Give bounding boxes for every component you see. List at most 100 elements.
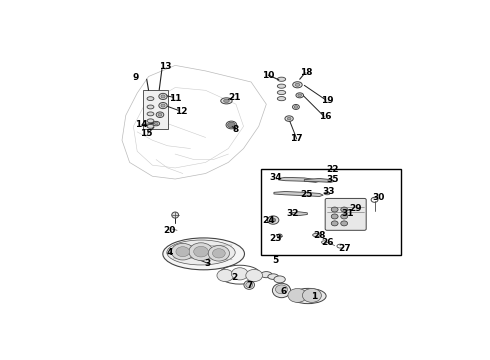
Ellipse shape xyxy=(313,233,320,237)
Bar xyxy=(261,169,401,255)
Polygon shape xyxy=(291,212,307,216)
Ellipse shape xyxy=(161,104,165,107)
Circle shape xyxy=(213,249,225,258)
Circle shape xyxy=(176,247,190,257)
Ellipse shape xyxy=(290,288,326,303)
Circle shape xyxy=(331,214,338,219)
Text: 25: 25 xyxy=(300,190,313,199)
Text: 6: 6 xyxy=(280,287,287,296)
Ellipse shape xyxy=(275,285,288,294)
Ellipse shape xyxy=(159,93,167,99)
Circle shape xyxy=(270,218,276,222)
Text: 20: 20 xyxy=(163,226,176,235)
Text: 1: 1 xyxy=(311,292,317,301)
Circle shape xyxy=(302,288,321,302)
Ellipse shape xyxy=(285,116,294,121)
Text: 35: 35 xyxy=(326,175,339,184)
Circle shape xyxy=(189,243,213,261)
Circle shape xyxy=(227,122,235,128)
Ellipse shape xyxy=(147,125,154,128)
Ellipse shape xyxy=(158,113,162,116)
Ellipse shape xyxy=(147,105,154,109)
Circle shape xyxy=(208,246,229,261)
Polygon shape xyxy=(278,177,319,183)
Ellipse shape xyxy=(147,97,154,100)
Text: 9: 9 xyxy=(132,73,139,82)
Circle shape xyxy=(194,246,208,257)
Ellipse shape xyxy=(296,93,303,98)
Circle shape xyxy=(246,269,263,282)
Circle shape xyxy=(172,243,194,260)
Circle shape xyxy=(217,269,234,282)
Ellipse shape xyxy=(277,90,286,95)
Circle shape xyxy=(341,207,347,212)
Text: 21: 21 xyxy=(228,93,240,102)
Ellipse shape xyxy=(287,117,291,120)
Ellipse shape xyxy=(246,282,253,288)
Text: 32: 32 xyxy=(287,209,299,218)
Ellipse shape xyxy=(277,84,286,88)
Ellipse shape xyxy=(295,83,300,86)
Ellipse shape xyxy=(163,238,245,270)
Circle shape xyxy=(288,288,307,302)
Circle shape xyxy=(268,216,279,224)
Text: 5: 5 xyxy=(272,256,279,265)
Polygon shape xyxy=(304,179,335,183)
Circle shape xyxy=(341,214,347,219)
Ellipse shape xyxy=(293,82,302,88)
Text: 15: 15 xyxy=(141,129,153,138)
Ellipse shape xyxy=(277,77,286,81)
Ellipse shape xyxy=(293,104,299,109)
Ellipse shape xyxy=(154,122,158,125)
Text: 14: 14 xyxy=(135,121,147,130)
Text: 28: 28 xyxy=(313,231,326,240)
Text: 16: 16 xyxy=(319,112,331,121)
Ellipse shape xyxy=(223,99,229,103)
Ellipse shape xyxy=(159,103,167,109)
Ellipse shape xyxy=(298,94,302,96)
Ellipse shape xyxy=(244,280,254,289)
Text: 33: 33 xyxy=(323,187,335,196)
Text: 27: 27 xyxy=(338,244,350,253)
Text: 30: 30 xyxy=(372,193,385,202)
Ellipse shape xyxy=(261,271,272,278)
Text: 11: 11 xyxy=(169,94,181,103)
Text: 4: 4 xyxy=(166,248,172,257)
Ellipse shape xyxy=(167,240,235,265)
FancyBboxPatch shape xyxy=(143,90,168,129)
Ellipse shape xyxy=(274,276,285,283)
Text: 24: 24 xyxy=(262,216,274,225)
Text: 23: 23 xyxy=(270,234,282,243)
Text: 7: 7 xyxy=(246,281,252,290)
Ellipse shape xyxy=(268,274,278,279)
Ellipse shape xyxy=(324,192,330,195)
Circle shape xyxy=(341,221,347,226)
Ellipse shape xyxy=(161,95,165,98)
Text: 34: 34 xyxy=(270,173,282,182)
Text: 18: 18 xyxy=(300,68,313,77)
Text: 8: 8 xyxy=(233,125,239,134)
Ellipse shape xyxy=(153,121,160,126)
Ellipse shape xyxy=(172,212,178,218)
Text: 22: 22 xyxy=(326,165,339,174)
FancyBboxPatch shape xyxy=(325,198,366,230)
Text: 19: 19 xyxy=(321,95,333,104)
Ellipse shape xyxy=(147,112,154,116)
Text: 31: 31 xyxy=(342,209,354,218)
Text: 2: 2 xyxy=(231,273,237,282)
Polygon shape xyxy=(274,192,323,197)
Text: 26: 26 xyxy=(321,238,333,247)
Ellipse shape xyxy=(156,112,164,117)
Ellipse shape xyxy=(272,283,291,298)
Text: 29: 29 xyxy=(349,204,362,213)
Ellipse shape xyxy=(147,119,154,123)
Text: 3: 3 xyxy=(204,259,211,268)
Circle shape xyxy=(331,207,338,212)
Text: 13: 13 xyxy=(159,62,172,71)
Circle shape xyxy=(231,268,248,280)
Ellipse shape xyxy=(226,121,237,129)
Circle shape xyxy=(331,221,338,226)
Ellipse shape xyxy=(277,96,286,101)
Text: 12: 12 xyxy=(174,107,187,116)
Ellipse shape xyxy=(220,98,232,104)
